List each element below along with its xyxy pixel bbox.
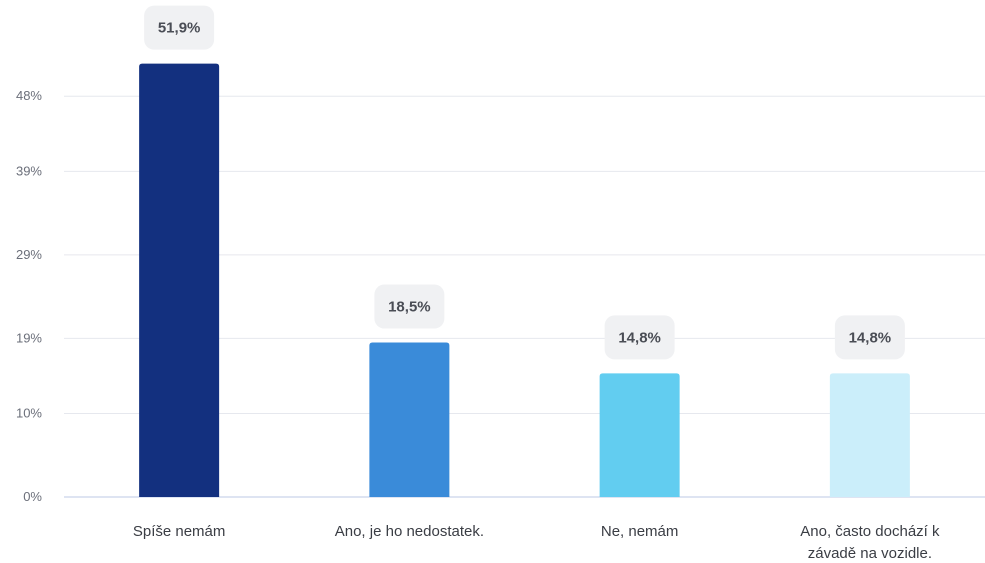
data-label: 51,9%: [158, 20, 201, 37]
bar: [829, 373, 910, 497]
x-tick-label: Ne, nemám: [601, 523, 679, 540]
value-label-pill: [374, 284, 445, 329]
x-tick-label: Ano, je ho nedostatek.: [335, 523, 484, 540]
y-tick-label: 29%: [16, 247, 42, 262]
y-tick-label: 0%: [23, 489, 42, 504]
value-label-pill: [604, 315, 675, 360]
x-tick-label: závadě na vozidle.: [808, 545, 932, 562]
value-label-pill: [144, 5, 215, 50]
bar: [599, 373, 680, 497]
data-label: 14,8%: [618, 329, 661, 346]
x-tick-label: Spíše nemám: [133, 523, 226, 540]
bar: [139, 63, 220, 497]
y-tick-label: 39%: [16, 163, 42, 178]
data-label: 18,5%: [388, 299, 431, 316]
data-label: 14,8%: [849, 329, 892, 346]
y-tick-label: 19%: [16, 330, 42, 345]
value-label-pill: [834, 315, 905, 360]
bar: [369, 342, 450, 497]
x-tick-label: Ano, často dochází k: [800, 523, 940, 540]
y-tick-label: 48%: [16, 88, 42, 103]
y-tick-label: 10%: [16, 406, 42, 421]
